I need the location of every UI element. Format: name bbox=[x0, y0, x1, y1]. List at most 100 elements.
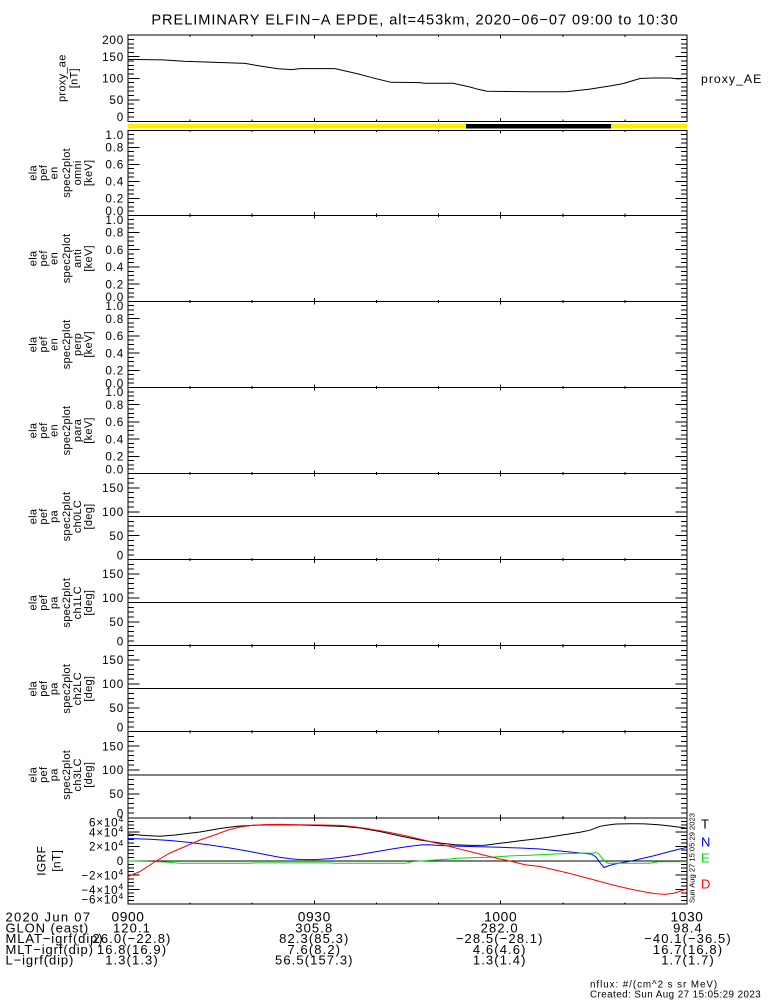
svg-text:1.3(1.4): 1.3(1.4) bbox=[473, 953, 527, 968]
svg-text:pef: pef bbox=[38, 508, 50, 525]
svg-text:nflux: #/(cm^2 s sr MeV): nflux: #/(cm^2 s sr MeV) bbox=[590, 980, 718, 991]
svg-text:GLON (east): GLON (east) bbox=[6, 921, 90, 936]
svg-text:spec2plot: spec2plot bbox=[61, 406, 73, 456]
svg-text:1.0: 1.0 bbox=[105, 300, 124, 313]
svg-text:150: 150 bbox=[102, 740, 124, 753]
svg-text:pef: pef bbox=[38, 594, 50, 611]
svg-text:D: D bbox=[701, 877, 710, 892]
svg-text:pa: pa bbox=[48, 682, 60, 695]
svg-text:0: 0 bbox=[117, 111, 124, 124]
svg-text:2×104: 2×104 bbox=[89, 838, 124, 854]
svg-text:spec2plot: spec2plot bbox=[61, 578, 73, 628]
svg-text:pef: pef bbox=[38, 164, 50, 181]
svg-text:150: 150 bbox=[102, 654, 124, 667]
svg-text:0.0: 0.0 bbox=[105, 463, 124, 476]
svg-text:1030: 1030 bbox=[670, 910, 703, 925]
svg-text:200: 200 bbox=[102, 34, 124, 47]
svg-text:para: para bbox=[72, 418, 84, 442]
svg-text:100: 100 bbox=[102, 764, 124, 777]
svg-text:omni: omni bbox=[72, 160, 84, 185]
svg-text:MLAT−igrf(dip): MLAT−igrf(dip) bbox=[6, 931, 104, 946]
svg-text:proxy_AE: proxy_AE bbox=[701, 72, 762, 86]
svg-text:ela: ela bbox=[28, 250, 40, 266]
svg-text:0.6: 0.6 bbox=[105, 244, 124, 257]
svg-text:4×104: 4×104 bbox=[89, 824, 124, 840]
svg-text:[nT]: [nT] bbox=[50, 850, 64, 872]
svg-text:pef: pef bbox=[38, 766, 50, 783]
svg-text:0.8: 0.8 bbox=[105, 227, 124, 240]
svg-text:0.8: 0.8 bbox=[105, 313, 124, 326]
svg-text:282.0: 282.0 bbox=[481, 921, 519, 936]
svg-text:0: 0 bbox=[117, 855, 124, 868]
svg-text:98.4: 98.4 bbox=[673, 921, 703, 936]
svg-text:4.6(4.6): 4.6(4.6) bbox=[473, 942, 527, 957]
svg-text:0: 0 bbox=[117, 722, 124, 735]
svg-text:6×104: 6×104 bbox=[89, 814, 124, 830]
svg-text:ela: ela bbox=[28, 165, 40, 181]
svg-text:150: 150 bbox=[102, 568, 124, 581]
svg-text:305.8: 305.8 bbox=[295, 921, 333, 936]
svg-text:50: 50 bbox=[109, 616, 124, 629]
svg-text:Created: Sun Aug 27 15:05:29 2: Created: Sun Aug 27 15:05:29 2023 bbox=[590, 990, 761, 1001]
svg-text:spec2plot: spec2plot bbox=[61, 750, 73, 800]
svg-text:en: en bbox=[48, 338, 60, 351]
svg-text:en: en bbox=[48, 166, 60, 179]
svg-text:ela: ela bbox=[28, 680, 40, 696]
svg-text:0.2: 0.2 bbox=[105, 278, 124, 291]
svg-text:0.2: 0.2 bbox=[105, 451, 124, 464]
svg-text:1.0: 1.0 bbox=[105, 214, 124, 227]
svg-text:150: 150 bbox=[102, 482, 124, 495]
svg-text:[keV]: [keV] bbox=[83, 245, 95, 272]
svg-text:−6×104: −6×104 bbox=[81, 891, 124, 907]
svg-text:50: 50 bbox=[109, 788, 124, 801]
svg-text:Sun Aug 27 15:05:29 2023: Sun Aug 27 15:05:29 2023 bbox=[688, 813, 697, 903]
svg-text:50: 50 bbox=[109, 702, 124, 715]
svg-text:[deg]: [deg] bbox=[83, 762, 95, 788]
svg-text:0: 0 bbox=[117, 549, 124, 562]
svg-text:0.0: 0.0 bbox=[105, 377, 124, 390]
svg-text:100: 100 bbox=[102, 506, 124, 519]
svg-text:pef: pef bbox=[38, 336, 50, 353]
svg-text:ela: ela bbox=[28, 508, 40, 524]
svg-text:1.7(1.7): 1.7(1.7) bbox=[661, 953, 715, 968]
svg-text:1.0: 1.0 bbox=[105, 129, 124, 142]
svg-text:perp: perp bbox=[72, 333, 84, 356]
svg-text:[deg]: [deg] bbox=[83, 590, 95, 616]
svg-text:pa: pa bbox=[48, 510, 60, 523]
svg-text:spec2plot: spec2plot bbox=[61, 320, 73, 370]
svg-text:ch3LC: ch3LC bbox=[72, 758, 84, 791]
svg-text:spec2plot: spec2plot bbox=[61, 234, 73, 284]
svg-text:ch1LC: ch1LC bbox=[72, 586, 84, 619]
svg-text:ela: ela bbox=[28, 594, 40, 610]
svg-text:2020 Jun 07: 2020 Jun 07 bbox=[6, 910, 92, 925]
svg-text:−2×104: −2×104 bbox=[81, 867, 124, 883]
svg-text:1.3(1.3): 1.3(1.3) bbox=[105, 953, 159, 968]
svg-text:pef: pef bbox=[38, 422, 50, 439]
svg-text:0.4: 0.4 bbox=[105, 347, 124, 360]
svg-text:IGRF: IGRF bbox=[35, 846, 49, 876]
svg-text:0.6: 0.6 bbox=[105, 159, 124, 172]
svg-text:0.4: 0.4 bbox=[105, 433, 124, 446]
svg-text:spec2plot: spec2plot bbox=[61, 664, 73, 714]
svg-text:26.0(−22.8): 26.0(−22.8) bbox=[93, 931, 172, 946]
svg-text:proxy_ae: proxy_ae bbox=[57, 54, 69, 102]
svg-text:en: en bbox=[48, 424, 60, 437]
svg-text:−4×104: −4×104 bbox=[81, 881, 124, 897]
svg-text:0930: 0930 bbox=[298, 910, 331, 925]
svg-text:pef: pef bbox=[38, 250, 50, 267]
svg-text:[nT]: [nT] bbox=[69, 68, 81, 88]
svg-text:[keV]: [keV] bbox=[83, 417, 95, 444]
svg-text:PRELIMINARY ELFIN−A EPDE, alt=: PRELIMINARY ELFIN−A EPDE, alt=453km, 202… bbox=[151, 13, 678, 29]
svg-text:0.4: 0.4 bbox=[105, 261, 124, 274]
svg-text:MLT−igrf(dip): MLT−igrf(dip) bbox=[6, 942, 94, 957]
svg-text:T: T bbox=[701, 816, 709, 831]
svg-text:0.2: 0.2 bbox=[105, 193, 124, 206]
svg-text:ela: ela bbox=[28, 422, 40, 438]
svg-text:0.0: 0.0 bbox=[105, 205, 124, 218]
svg-text:50: 50 bbox=[109, 94, 124, 107]
svg-text:1000: 1000 bbox=[484, 910, 517, 925]
svg-text:100: 100 bbox=[102, 73, 124, 86]
svg-text:16.8(16.9): 16.8(16.9) bbox=[97, 942, 167, 957]
svg-text:0.8: 0.8 bbox=[105, 399, 124, 412]
svg-text:spec2plot: spec2plot bbox=[61, 492, 73, 542]
